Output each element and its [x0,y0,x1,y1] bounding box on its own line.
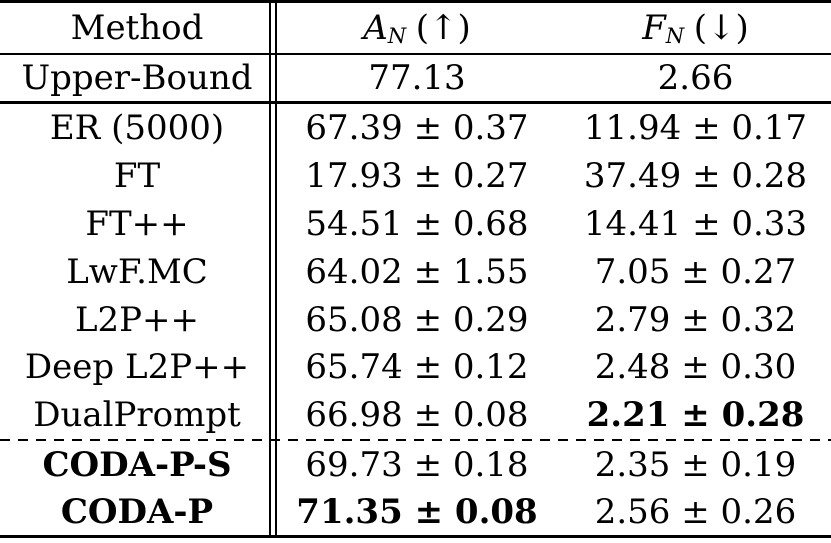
an-cell: 67.39 ± 0.37 [305,108,529,148]
dashed-divider-rule [0,439,831,441]
an-cell-best: 71.35 ± 0.08 [296,491,538,532]
table-row-l2ppp: L2P++ 65.08 ± 0.29 2.79 ± 0.32 [0,296,831,343]
an-cell: 17.93 ± 0.27 [305,156,529,196]
an-cell: 77.13 [368,58,466,98]
header-an-metric: AN (↑) [274,11,560,46]
an-cell: 66.98 ± 0.08 [305,395,529,435]
fn-cell: 2.56 ± 0.26 [594,491,797,532]
an-cell: 65.74 ± 0.12 [305,347,529,387]
an-symbol: A [363,7,388,48]
method-cell: Deep L2P++ [24,347,250,387]
an-cell: 64.02 ± 1.55 [305,252,529,292]
table-row-coda-p-s: CODA-P-S 69.73 ± 0.18 2.35 ± 0.19 [0,441,831,488]
method-cell: FT [113,156,161,196]
header-divider-rule [0,53,831,55]
table-row-er: ER (5000) 67.39 ± 0.37 11.94 ± 0.17 [0,104,831,152]
method-cell: L2P++ [74,299,200,340]
table-row-lwfmc: LwF.MC 64.02 ± 1.55 7.05 ± 0.27 [0,248,831,296]
header-row: Method AN (↑) FN (↓) [0,3,831,53]
method-cell: FT++ [85,204,189,244]
fn-cell-best: 2.21 ± 0.28 [586,395,805,435]
fn-symbol: F [642,7,666,48]
fn-cell: 2.48 ± 0.30 [594,347,797,387]
fn-subscript: N [665,22,685,48]
upper-bound-divider-rule [0,101,831,104]
method-cell: CODA-P [60,491,214,532]
method-cell: ER (5000) [49,108,225,148]
an-subscript: N [387,22,407,48]
table-row-deep-l2ppp: Deep L2P++ 65.74 ± 0.12 2.48 ± 0.30 [0,343,831,391]
fn-cell: 11.94 ± 0.17 [583,108,808,148]
fn-cell: 14.41 ± 0.33 [583,204,808,244]
method-cell: CODA-P-S [42,444,232,485]
upper-bound-row: Upper-Bound 77.13 2.66 [0,55,831,101]
up-arrow-icon: (↑) [415,7,471,48]
table-row-dualprompt: DualPrompt 66.98 ± 0.08 2.21 ± 0.28 [0,391,831,439]
fn-cell: 2.35 ± 0.19 [594,444,797,485]
table-row-ft: FT 17.93 ± 0.27 37.49 ± 0.28 [0,152,831,200]
fn-cell: 2.79 ± 0.32 [594,299,797,340]
header-method: Method [70,8,204,48]
an-cell: 69.73 ± 0.18 [305,444,529,485]
fn-cell: 7.05 ± 0.27 [594,252,797,292]
method-cell: Upper-Bound [21,58,253,98]
fn-cell: 37.49 ± 0.28 [583,156,808,196]
an-cell: 54.51 ± 0.68 [305,204,529,244]
method-cell: LwF.MC [66,252,208,292]
table-row-ftpp: FT++ 54.51 ± 0.68 14.41 ± 0.33 [0,200,831,248]
table-row-coda-p: CODA-P 71.35 ± 0.08 2.56 ± 0.26 [0,488,831,535]
method-cell: DualPrompt [33,395,241,435]
header-fn-metric: FN (↓) [560,11,831,46]
down-arrow-icon: (↓) [693,7,749,48]
an-cell: 65.08 ± 0.29 [305,299,529,340]
fn-cell: 2.66 [657,58,734,98]
